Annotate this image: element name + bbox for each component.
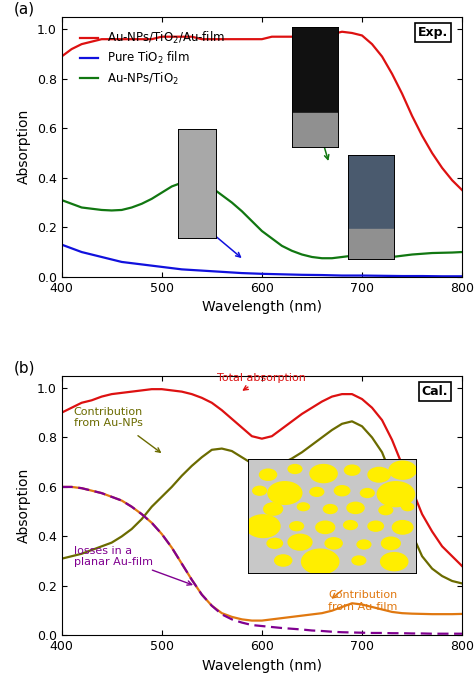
X-axis label: Wavelength (nm): Wavelength (nm) (202, 659, 322, 673)
Text: Contribution
from Au-film: Contribution from Au-film (328, 590, 397, 612)
Text: Cal.: Cal. (422, 385, 448, 397)
Text: Total absorption: Total absorption (218, 372, 306, 390)
Y-axis label: Absorption: Absorption (17, 110, 31, 185)
Text: Contribution
from Au-NPs: Contribution from Au-NPs (73, 407, 143, 429)
Text: (a): (a) (14, 2, 35, 17)
Text: losses in a
planar Au-film: losses in a planar Au-film (73, 546, 153, 567)
Y-axis label: Absorption: Absorption (17, 468, 31, 543)
Legend: Au-NPs/TiO$_2$/Au-film, Pure TiO$_2$ film, Au-NPs/TiO$_2$: Au-NPs/TiO$_2$/Au-film, Pure TiO$_2$ fil… (75, 26, 230, 91)
Text: (b): (b) (14, 360, 35, 376)
X-axis label: Wavelength (nm): Wavelength (nm) (202, 300, 322, 314)
Text: Exp.: Exp. (418, 26, 448, 39)
